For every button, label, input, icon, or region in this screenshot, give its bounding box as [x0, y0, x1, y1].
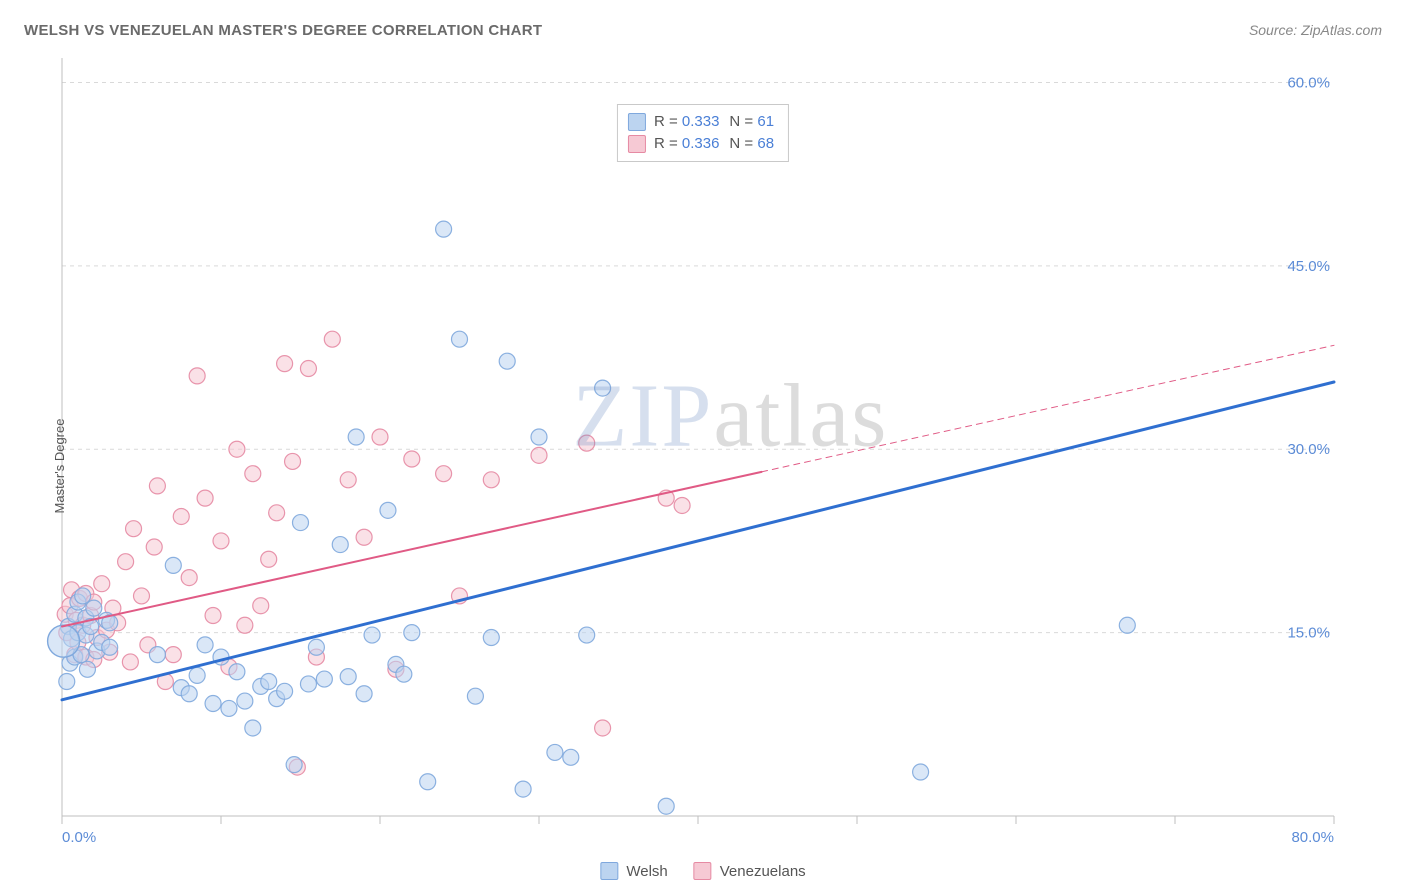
legend-item: Welsh — [600, 862, 667, 880]
scatter-chart: 0.0% 80.0% 15.0% 30.0% 45.0% 60.0% — [18, 50, 1348, 850]
legend-swatch — [628, 113, 646, 131]
source-label: Source: ZipAtlas.com — [1249, 22, 1382, 38]
legend-swatch — [694, 862, 712, 880]
stats-row: R = 0.333N = 61 — [628, 111, 774, 133]
stats-text: R = 0.336N = 68 — [654, 133, 774, 155]
svg-text:60.0%: 60.0% — [1287, 74, 1330, 91]
svg-text:80.0%: 80.0% — [1291, 829, 1334, 846]
svg-text:0.0%: 0.0% — [62, 829, 96, 846]
legend-swatch — [600, 862, 618, 880]
legend-swatch — [628, 135, 646, 153]
bottom-legend: Welsh Venezuelans — [600, 862, 805, 880]
chart-title: WELSH VS VENEZUELAN MASTER'S DEGREE CORR… — [24, 22, 542, 39]
svg-text:15.0%: 15.0% — [1287, 625, 1330, 642]
svg-text:45.0%: 45.0% — [1287, 258, 1330, 275]
y-axis-label: Master's Degree — [52, 419, 67, 514]
stats-row: R = 0.336N = 68 — [628, 133, 774, 155]
header: WELSH VS VENEZUELAN MASTER'S DEGREE CORR… — [24, 18, 1382, 42]
stats-text: R = 0.333N = 61 — [654, 111, 774, 133]
chart-container: Master's Degree 0.0% 80.0% 15.0% 30.0% 45.0%… — [18, 50, 1388, 882]
legend-label: Welsh — [626, 863, 667, 880]
svg-text:30.0%: 30.0% — [1287, 441, 1330, 458]
legend-label: Venezuelans — [720, 863, 806, 880]
legend-item: Venezuelans — [694, 862, 806, 880]
stats-box: R = 0.333N = 61R = 0.336N = 68 — [617, 104, 789, 162]
